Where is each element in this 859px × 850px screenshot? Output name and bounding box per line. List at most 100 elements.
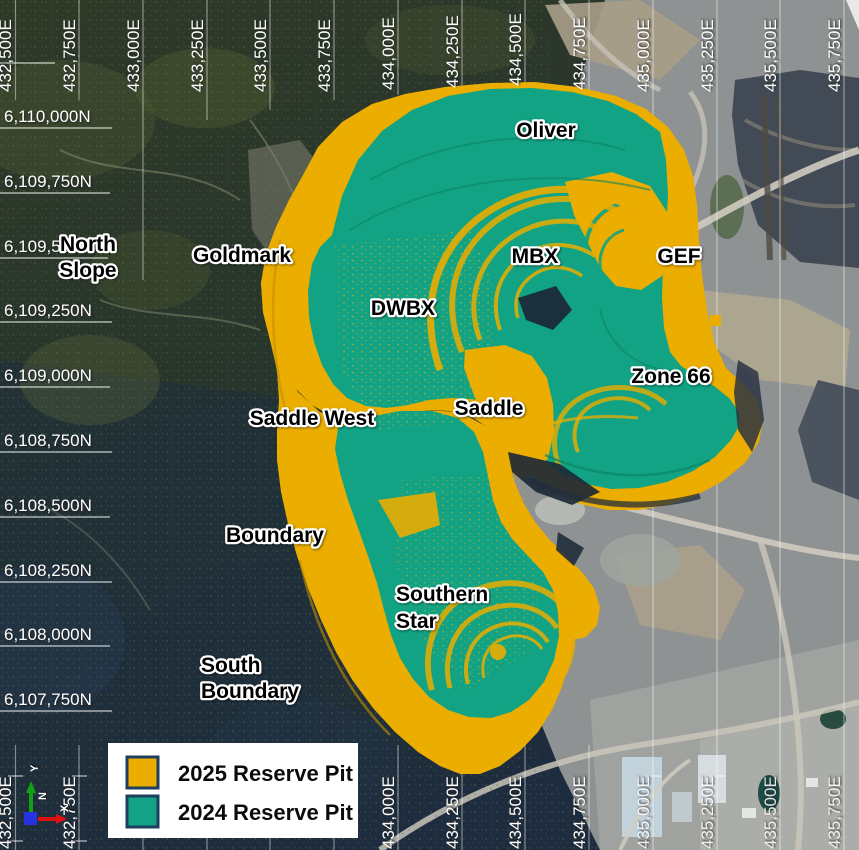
easting-label: 435,750E <box>825 19 844 92</box>
easting-label-bottom: 432,750E <box>60 776 79 849</box>
grid-labels: 432,500E 432,750E 433,000E 433,250E 433,… <box>0 13 844 849</box>
easting-label: 434,250E <box>443 15 462 88</box>
easting-label-bottom: 435,750E <box>825 776 844 849</box>
bench-light <box>600 534 680 586</box>
pit-shading <box>298 559 391 736</box>
label-southern-star-1: Southern <box>396 583 488 606</box>
label-goldmark: Goldmark <box>193 244 291 267</box>
northing-label: 6,109,500N <box>4 237 92 256</box>
contour <box>349 177 651 231</box>
easting-label: 434,750E <box>570 17 589 90</box>
label-saddle-west: Saddle West <box>250 407 374 430</box>
northing-label: 6,108,000N <box>4 625 92 644</box>
yellow-marker <box>710 315 721 326</box>
z-axis-square <box>24 812 37 825</box>
contour <box>369 136 626 181</box>
easting-label: 435,500E <box>761 19 780 92</box>
easting-label-bottom: 432,500E <box>0 776 15 849</box>
easting-label: 435,000E <box>634 19 653 92</box>
easting-label-bottom: 434,250E <box>443 776 462 849</box>
legend-label-2025: 2025 Reserve Pit <box>178 761 354 786</box>
tailings-dark <box>798 380 859 500</box>
bench-arc <box>519 639 576 713</box>
label-south-boundary-1: South <box>201 654 260 677</box>
northing-label: 6,108,750N <box>4 431 92 450</box>
rail-strip <box>761 94 773 261</box>
tan-patch <box>700 290 850 390</box>
northing-label: 6,109,250N <box>4 301 92 320</box>
easting-label: 432,500E <box>0 19 15 92</box>
building <box>806 778 818 787</box>
label-oliver: Oliver <box>516 119 576 142</box>
bench-arc <box>598 228 625 277</box>
x-axis-label: X <box>59 804 71 812</box>
mill-building <box>622 757 662 837</box>
pit-shadow-edge <box>528 477 701 508</box>
easting-label-bottom: 434,750E <box>570 776 589 849</box>
bench-arc <box>544 414 639 427</box>
easting-label-bottom: 435,000E <box>634 776 653 849</box>
legend: 2025 Reserve Pit 2024 Reserve Pit <box>108 743 358 838</box>
star-speckle <box>395 470 545 690</box>
pond <box>820 709 846 729</box>
pit-shadow <box>508 452 600 505</box>
place-labels: Oliver North Slope Goldmark MBX GEF DWBX… <box>57 117 713 706</box>
legend-swatch-2025 <box>125 755 160 790</box>
easting-label-bottom: 435,250E <box>698 776 717 849</box>
legend-swatch-2024 <box>125 794 160 829</box>
easting-label: 432,750E <box>60 19 79 92</box>
bench-arc <box>572 396 652 453</box>
y-axis-arrowhead <box>26 781 36 793</box>
easting-label: 434,500E <box>506 13 525 86</box>
label-boundary: Boundary <box>226 524 324 547</box>
label-north-slope-2: Slope <box>59 259 116 282</box>
plant-ground <box>700 700 859 850</box>
rail-strip <box>775 94 787 261</box>
trail <box>59 149 241 201</box>
pit-shadow <box>556 532 584 566</box>
label-dwbx: DWBX <box>371 297 435 320</box>
pit-shadow <box>734 360 764 452</box>
building <box>742 808 756 818</box>
north-label: N <box>37 792 49 800</box>
contour <box>599 309 681 373</box>
pit-shadow <box>518 286 572 330</box>
easting-label-bottom: 434,000E <box>379 776 398 849</box>
bench-streak <box>740 178 856 209</box>
building <box>672 792 692 822</box>
easting-label: 433,000E <box>124 19 143 92</box>
label-mbx: MBX <box>512 245 559 268</box>
easting-label: 435,250E <box>698 19 717 92</box>
pond <box>758 775 780 811</box>
building <box>698 755 726 803</box>
label-saddle: Saddle <box>455 397 524 420</box>
road <box>757 539 804 850</box>
label-zone66: Zone 66 <box>631 365 710 388</box>
road <box>558 0 662 93</box>
label-south-boundary-2: Boundary <box>201 680 299 703</box>
easting-label-bottom: 435,500E <box>761 776 780 849</box>
trail <box>99 299 261 331</box>
easting-label-bottom: 434,500E <box>506 776 525 849</box>
contour <box>544 453 711 477</box>
northing-label: 6,109,000N <box>4 366 92 385</box>
pit-shading <box>271 239 290 421</box>
axis-compass: Y N X <box>24 764 71 825</box>
bench-streak <box>744 118 856 152</box>
pit-overlays <box>261 82 764 774</box>
northing-label: 6,108,500N <box>4 496 92 515</box>
bench-arc <box>552 385 668 469</box>
label-southern-star-2: Star <box>396 610 437 633</box>
northing-label: 6,109,750N <box>4 172 92 191</box>
easting-label: 433,750E <box>315 19 334 92</box>
dwbx-speckle <box>335 230 500 430</box>
legend-label-2024: 2024 Reserve Pit <box>178 800 354 825</box>
x-axis-arrowhead <box>56 814 67 824</box>
road <box>618 758 692 850</box>
tan-patch <box>545 0 700 80</box>
photo-edge <box>846 0 859 30</box>
trail <box>29 499 151 611</box>
easting-label: 434,000E <box>379 17 398 90</box>
